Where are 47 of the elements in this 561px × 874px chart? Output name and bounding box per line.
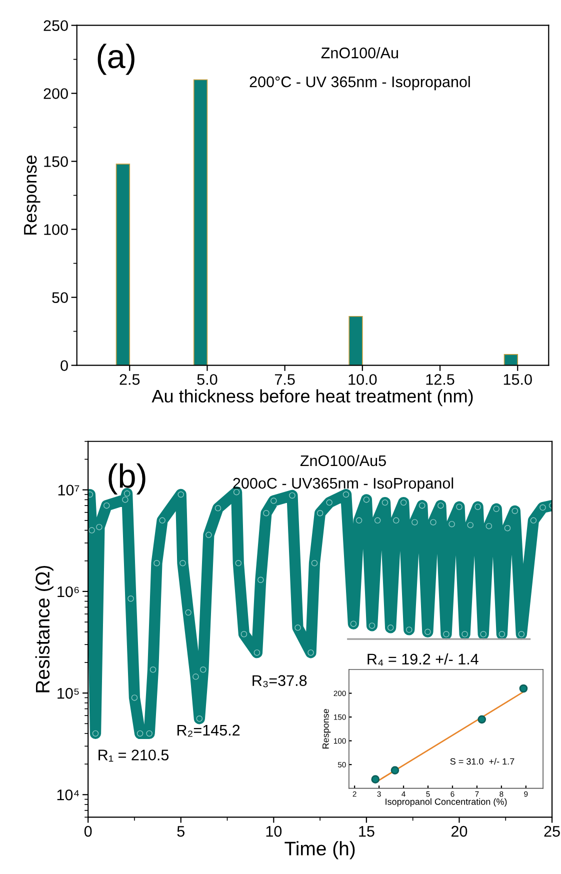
x-tick-label: 5 (177, 826, 184, 837)
y-tick-label: 10⁶ (58, 586, 79, 598)
y-tick-label: 100 (44, 224, 68, 236)
x-tick-label: 25 (544, 826, 560, 837)
bar (116, 164, 130, 366)
y-tick-label: 150 (44, 156, 68, 168)
y-tick-label: 10⁷ (58, 484, 80, 496)
x-tick-label: 0 (84, 826, 92, 837)
y-tick-label: 10⁴ (57, 790, 79, 800)
annotation: (a) (98, 44, 134, 75)
x-tick-label: 15 (359, 826, 374, 837)
x-tick-label: 10 (266, 826, 282, 837)
annotation: ZnO100/Au5 (300, 454, 386, 466)
annotation: R₁ = 210.5 (98, 750, 169, 762)
bar (504, 354, 518, 366)
annotation: 200oC - UV365nm - IsoPropanol (233, 477, 454, 492)
bar (348, 316, 363, 366)
x-tick-label: 7.5 (274, 374, 295, 385)
annotation: R₄ = 19.2 +/- 1.4 (368, 653, 478, 666)
point (478, 715, 486, 724)
y-tick-label: 200 (44, 88, 68, 100)
y-tick-label: 10⁵ (58, 688, 79, 699)
x-tick-label: 2.5 (120, 374, 140, 385)
annotation: ZnO100/Au (321, 47, 398, 58)
annotation: (b) (108, 463, 146, 494)
x-tick-label: 10.0 (348, 374, 377, 385)
point (390, 766, 400, 774)
y-tick-label: 250 (44, 20, 68, 32)
x-axis-title: Time (h) (284, 841, 355, 860)
x-tick-label: 15.0 (504, 374, 532, 385)
point (371, 775, 380, 784)
x-tick-label: 5.0 (197, 374, 218, 385)
annotation: S = 31.0 +/- 1.7 (450, 758, 514, 765)
annotation: R₂=145.2 (177, 724, 240, 737)
point (519, 684, 528, 693)
annotation: 200°C - UV 365nm - Isopropanol (250, 76, 470, 90)
y-axis-title: Response (322, 708, 331, 748)
x-axis-title: Isopropanol Concentration (%) (386, 798, 507, 807)
x-axis-title: Au thickness before heat treatment (nm) (152, 389, 473, 406)
bar (193, 79, 208, 366)
annotation: R₃=37.8 (252, 675, 307, 688)
y-tick-label: 50 (52, 292, 68, 304)
y-tick-label: 0 (60, 360, 68, 372)
x-tick-label: 20 (452, 826, 468, 837)
x-tick-label: 12.5 (426, 374, 454, 385)
y-axis-title: Response (24, 155, 40, 235)
y-axis-title: Resistance (Ω) (35, 566, 54, 692)
